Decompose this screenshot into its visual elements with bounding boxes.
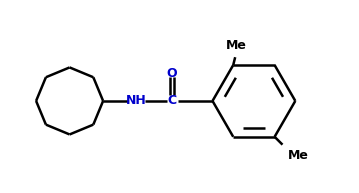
Text: Me: Me	[288, 149, 308, 162]
Text: C: C	[168, 94, 177, 108]
Text: O: O	[167, 67, 177, 80]
Text: Me: Me	[226, 39, 247, 52]
Text: NH: NH	[126, 94, 147, 108]
